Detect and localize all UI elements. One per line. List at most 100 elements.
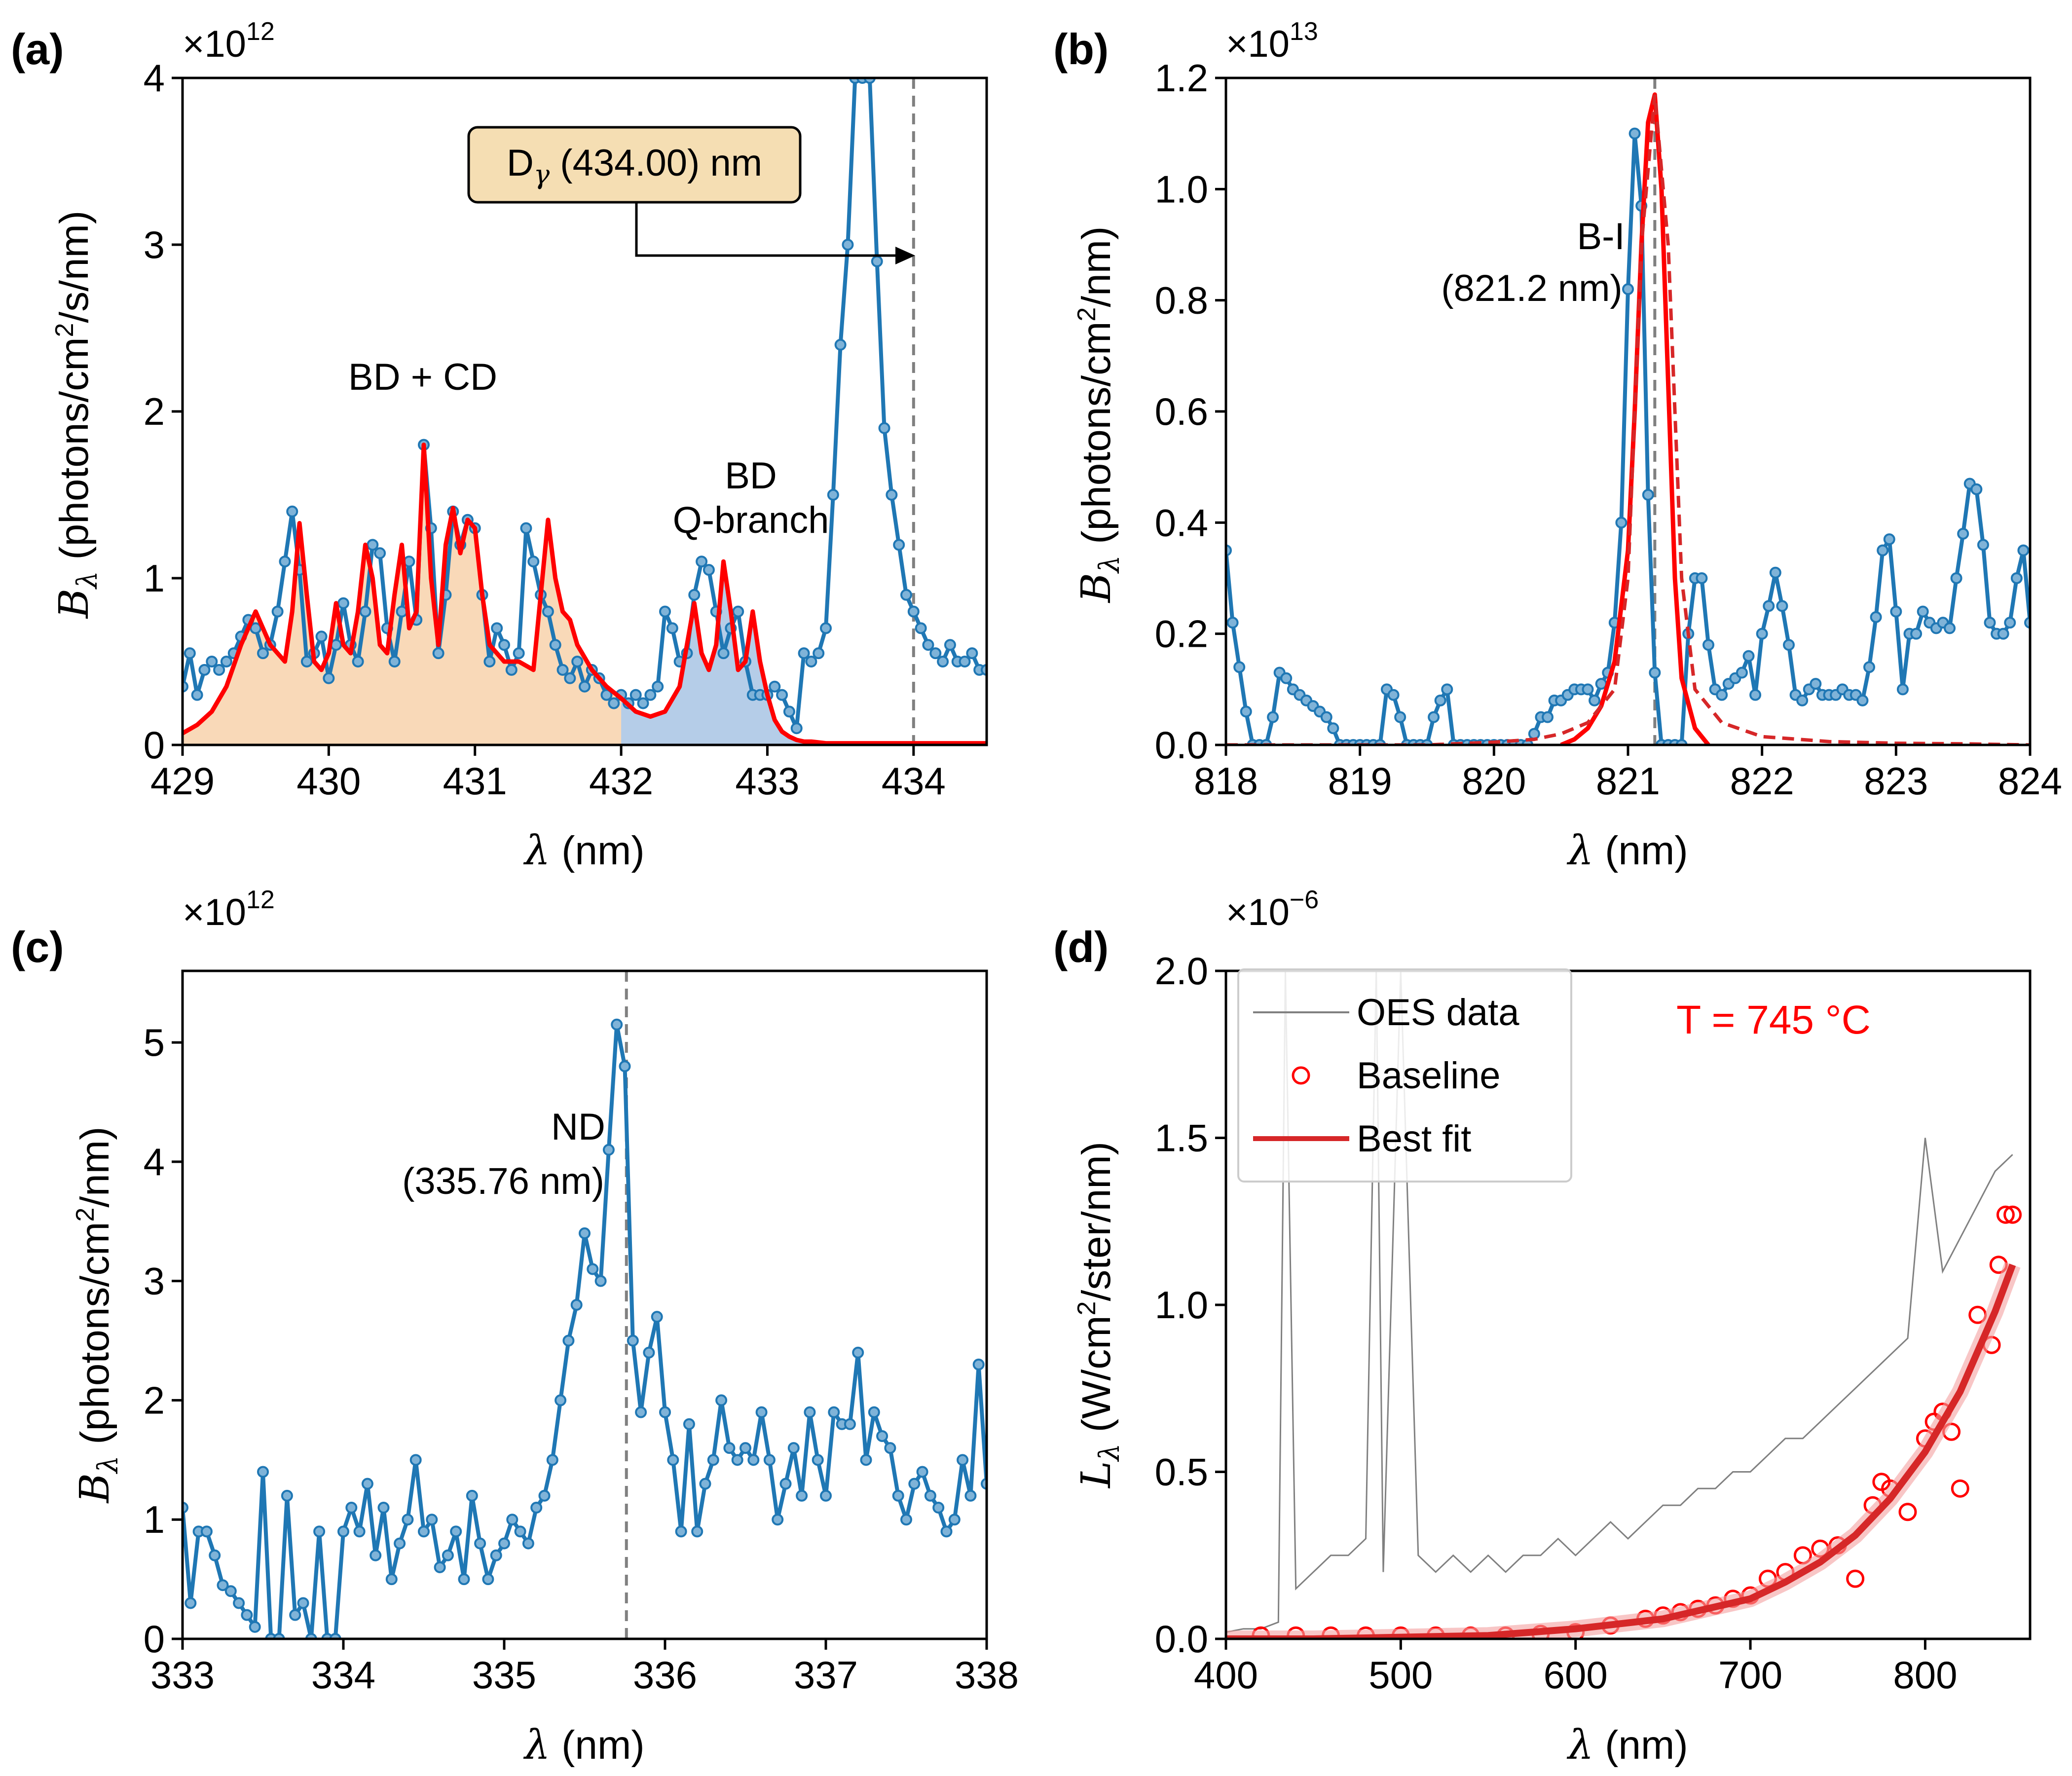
data-point (594, 1275, 607, 1287)
x-tick-label: 600 (1544, 1653, 1608, 1697)
y-tick-label: 0.4 (1155, 501, 1208, 544)
data-point (1783, 639, 1795, 651)
data-point (966, 647, 978, 660)
oes-data-line (1226, 971, 2013, 1633)
data-point (491, 622, 503, 634)
annotation-arrowhead (895, 247, 915, 264)
data-point (359, 605, 371, 618)
x-tick-label: 500 (1369, 1653, 1433, 1697)
data-point (944, 639, 956, 651)
data-point (513, 647, 525, 660)
data-point (707, 1454, 719, 1466)
plot-area-b: 818 819 820 821 822 823 824 0.0 0.2 0.4 0.6 0.8 1.0 1… (1155, 56, 2063, 803)
panel-label-d: (d) (1053, 923, 1109, 971)
data-point (691, 1525, 703, 1538)
data-point (345, 1502, 358, 1514)
baseline-point (1951, 1479, 1969, 1498)
x-tick-label: 819 (1328, 759, 1392, 803)
y-tick-label: 0.0 (1155, 723, 1208, 767)
xlabel-b: λ (nm) (1566, 827, 1688, 874)
x-tick-label: 337 (794, 1653, 858, 1697)
y-tick-label: 3 (144, 1259, 165, 1303)
data-point (715, 1394, 728, 1406)
annotation-box-dgamma (467, 126, 802, 204)
data-point (929, 647, 942, 660)
y-tick-label: 1.0 (1155, 167, 1208, 211)
data-point (629, 689, 642, 701)
baseline-point (1898, 1503, 1917, 1521)
data-point (948, 1514, 961, 1526)
data-point (820, 1489, 832, 1502)
data-point (900, 1514, 912, 1526)
data-point (522, 1537, 534, 1550)
data-point (402, 1514, 414, 1526)
annotation-bd-cd: BD + CD (348, 356, 497, 398)
baseline-point (2003, 1205, 2022, 1224)
series-line-0 (1226, 131, 2030, 745)
data-point (220, 656, 232, 667)
panel-d: (d) ×10−6 400 500 600 700 800 0.0 0.5 1.0 1.5 2.0… (1053, 886, 2032, 1769)
data-point (1622, 283, 1634, 296)
data-point (556, 664, 569, 676)
data-point (185, 1597, 197, 1609)
data-point (740, 1442, 751, 1454)
data-point (779, 1478, 792, 1490)
data-point (466, 1489, 478, 1502)
y-tick-label: 4 (144, 56, 165, 100)
fit-line-1 (183, 443, 987, 745)
plot-area-d: 400 500 600 700 800 0.0 0.5 1.0 1.5 2.0 (1155, 949, 2032, 1697)
data-point (1749, 689, 1762, 701)
data-point (587, 1263, 599, 1275)
data-point (562, 1334, 575, 1347)
plot-inner (183, 971, 987, 1639)
annotation-dgamma: Dγ (434.00) nm (507, 142, 762, 190)
legend-box (1237, 968, 1572, 1183)
plot-inner (1226, 971, 2022, 1639)
data-point (1970, 483, 1983, 495)
data-point (432, 647, 444, 660)
panel-c: (c) ×1012 333 334 335 336 337 338 0 1 2 3 4 5 λ (nm… (11, 886, 1019, 1769)
x-tick-label: 400 (1194, 1653, 1258, 1697)
y-tick-label: 0.8 (1155, 279, 1208, 322)
plot-area-a: 429 430 431 432 433 434 0 1 2 3 4 (144, 56, 988, 803)
data-point (1883, 533, 1895, 546)
x-tick-label: 821 (1596, 759, 1660, 803)
panel-b: (b) ×1013 818 819 820 821 822 823 824 0.0 0.2 0.4… (1053, 17, 2062, 874)
data-point (579, 1227, 591, 1239)
data-point (769, 680, 781, 693)
data-point (279, 555, 291, 568)
data-point (957, 1454, 969, 1466)
data-point (1910, 628, 1923, 640)
fit-dashed-line (1226, 94, 2030, 745)
data-point (884, 1442, 896, 1454)
data-point (361, 1478, 373, 1490)
multiplier-a: ×1012 (183, 17, 275, 65)
annotation-temperature: T = 745 °C (1676, 998, 1871, 1042)
data-point (1226, 617, 1239, 629)
data-point (787, 1442, 800, 1454)
data-point (315, 630, 328, 643)
data-point (1716, 689, 1728, 701)
data-point (206, 656, 218, 667)
data-point (1267, 711, 1279, 723)
data-point (297, 1597, 309, 1609)
y-tick-label: 2 (144, 1378, 165, 1422)
data-point (1628, 127, 1641, 140)
data-point (1441, 683, 1453, 696)
data-point (643, 1346, 655, 1359)
x-tick-label: 334 (311, 1653, 375, 1697)
data-point (827, 489, 839, 501)
xlabel-a: λ (nm) (523, 827, 644, 874)
data-point (666, 622, 678, 634)
panel-label-b: (b) (1053, 25, 1109, 74)
data-point (1428, 711, 1440, 723)
data-point (505, 664, 518, 676)
data-point (1240, 705, 1252, 718)
data-point (813, 647, 825, 660)
plot-inner (183, 78, 987, 745)
panel-label-a: (a) (11, 25, 64, 74)
data-point (796, 1489, 808, 1502)
data-point (852, 1346, 864, 1359)
data-point (530, 1502, 543, 1514)
ylabel-b: Bλ (photons/cm2/nm) (1073, 226, 1126, 604)
